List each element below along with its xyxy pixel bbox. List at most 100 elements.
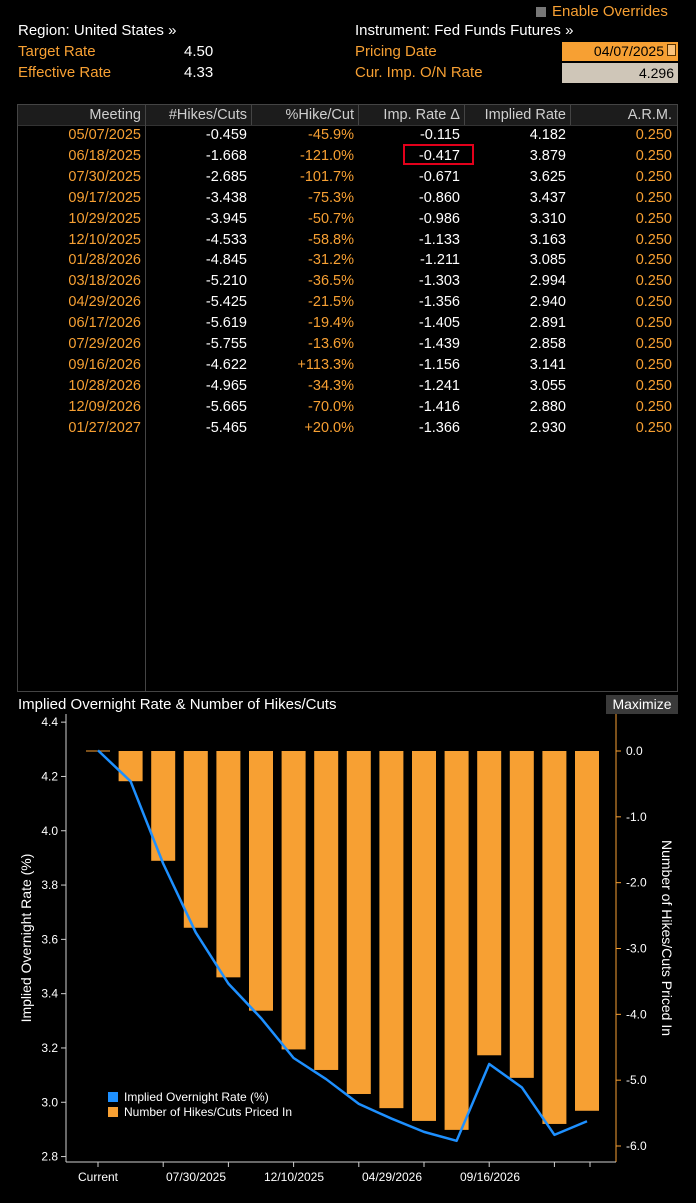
table-cell: -1.405 [418, 315, 460, 332]
table-cell: -4.622 [205, 356, 247, 373]
table-cell: -101.7% [299, 168, 354, 185]
table-cell: 0.250 [635, 252, 672, 269]
table-cell: -4.533 [205, 231, 247, 248]
table-cell: -5.619 [205, 315, 247, 332]
meeting-date-cell: 04/29/2026 [68, 294, 141, 311]
table-cell: -1.416 [418, 398, 460, 415]
cur-imp-rate-field[interactable]: 4.296 [562, 63, 678, 83]
checkbox-icon[interactable] [536, 7, 546, 17]
bar [346, 751, 371, 1094]
highlight-box [403, 144, 474, 165]
table-cell: 3.055 [529, 377, 566, 394]
table-cell: 0.250 [635, 315, 672, 332]
table-cell: -5.755 [205, 336, 247, 352]
table-cell: -0.115 [419, 127, 460, 143]
table-cell: -5.465 [205, 419, 247, 436]
table-cell: -0.459 [205, 127, 247, 143]
table-cell: -34.3% [308, 377, 354, 394]
table-cell: -1.366 [418, 419, 460, 436]
pricing-date-input[interactable]: 04/07/2025 [562, 42, 678, 61]
table-cell: -21.5% [308, 294, 354, 311]
bar [314, 751, 339, 1070]
meeting-date-cell: 05/07/2025 [68, 127, 141, 143]
right-tick-label: -3.0 [626, 942, 647, 956]
bar [477, 751, 502, 1056]
left-tick-label: 4.4 [41, 715, 58, 729]
table-cell: -5.665 [205, 398, 247, 415]
meeting-date-cell: 01/28/2026 [68, 252, 141, 269]
column-header[interactable]: Imp. Rate Δ [383, 107, 460, 123]
meeting-date-cell: 07/29/2026 [68, 336, 141, 352]
rate-line [97, 749, 588, 1143]
table-cell: 0.250 [635, 127, 672, 143]
column-header[interactable]: %Hike/Cut [285, 107, 355, 123]
bar [542, 751, 567, 1124]
table-cell: -4.845 [205, 252, 247, 269]
enable-overrides-toggle[interactable]: Enable Overrides [536, 3, 668, 20]
x-tick-label: 12/10/2025 [264, 1170, 324, 1184]
column-separator [570, 105, 571, 125]
table-cell: 0.250 [635, 356, 672, 373]
table-cell: -50.7% [308, 210, 354, 227]
left-tick-label: 4.0 [41, 824, 58, 838]
table-cell: +20.0% [304, 419, 354, 436]
table-cell: -45.9% [308, 127, 354, 143]
effective-rate-label: Effective Rate [18, 64, 112, 81]
table-cell: 0.250 [635, 210, 672, 227]
table-cell: -4.965 [205, 377, 247, 394]
effective-rate-value: 4.33 [184, 64, 214, 81]
table-cell: -0.671 [418, 168, 460, 185]
legend-swatch-line [108, 1092, 118, 1102]
table-cell: -2.685 [205, 168, 247, 185]
table-cell: -3.945 [205, 210, 247, 227]
x-tick-label: Current [78, 1170, 119, 1184]
right-tick-label: 0.0 [626, 744, 643, 758]
table-cell: 0.250 [635, 419, 672, 436]
left-tick-label: 2.8 [41, 1150, 58, 1164]
cur-imp-rate-label: Cur. Imp. O/N Rate [355, 64, 483, 81]
maximize-button[interactable]: Maximize [606, 695, 678, 714]
meeting-date-cell: 03/18/2026 [68, 273, 141, 290]
table-cell: 2.880 [529, 398, 566, 415]
bar [509, 751, 534, 1078]
table-cell: -1.668 [205, 147, 247, 164]
column-header[interactable]: A.R.M. [627, 107, 672, 123]
left-tick-label: 3.4 [41, 987, 58, 1001]
column-header[interactable]: #Hikes/Cuts [168, 107, 247, 123]
bar [444, 751, 469, 1130]
table-cell: 0.250 [635, 231, 672, 248]
table-cell: -19.4% [308, 315, 354, 332]
meeting-date-cell: 12/10/2025 [68, 231, 141, 248]
table-cell: 0.250 [635, 168, 672, 185]
instrument-selector[interactable]: Instrument: Fed Funds Futures » [355, 22, 574, 39]
legend-label-bar: Number of Hikes/Cuts Priced In [124, 1105, 292, 1119]
table-cell: 2.858 [529, 336, 566, 352]
table-cell: 2.891 [529, 315, 566, 332]
region-selector[interactable]: Region: United States » [18, 22, 177, 39]
bar [216, 751, 241, 978]
target-rate-value: 4.50 [184, 43, 214, 60]
x-tick-label: 04/29/2026 [362, 1170, 422, 1184]
table-cell: 0.250 [635, 147, 672, 164]
table-cell: 3.879 [529, 147, 566, 164]
table-cell: -0.860 [418, 189, 460, 206]
table-cell: +113.3% [297, 356, 354, 373]
left-tick-label: 3.2 [41, 1041, 58, 1055]
meeting-date-cell: 10/28/2026 [68, 377, 141, 394]
column-header[interactable]: Implied Rate [484, 107, 566, 123]
table-cell: 3.310 [529, 210, 566, 227]
right-axis-title: Number of Hikes/Cuts Priced In [659, 840, 675, 1036]
table-cell: -5.210 [205, 273, 247, 290]
legend-label-line: Implied Overnight Rate (%) [124, 1090, 269, 1104]
table-cell: -1.241 [418, 377, 460, 394]
meeting-date-cell: 09/16/2026 [68, 356, 141, 373]
bar [575, 751, 599, 1111]
calendar-icon[interactable] [667, 44, 676, 56]
legend-swatch-bar [108, 1107, 118, 1117]
column-separator [251, 105, 252, 125]
column-separator [358, 105, 359, 125]
column-header[interactable]: Meeting [89, 107, 141, 123]
table-cell: 2.930 [529, 419, 566, 436]
table-header: Meeting #Hikes/Cuts %Hike/Cut Imp. Rate Δ Im… [18, 105, 677, 126]
table-cell: 0.250 [635, 273, 672, 290]
